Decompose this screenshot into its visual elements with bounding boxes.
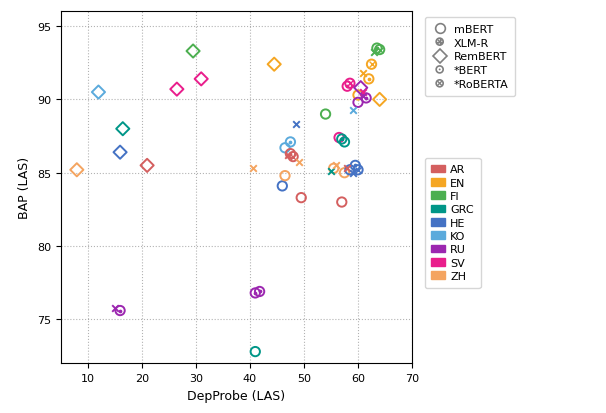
- Point: [359, 90, 368, 96]
- Point: [359, 90, 368, 96]
- Point: [118, 126, 128, 133]
- Point: [375, 97, 384, 104]
- Point: [142, 163, 152, 169]
- Point: [250, 349, 260, 355]
- Point: [280, 173, 290, 180]
- Point: [361, 95, 371, 102]
- Point: [285, 151, 295, 158]
- Point: [342, 84, 352, 90]
- Point: [350, 163, 360, 169]
- Point: [250, 290, 260, 297]
- Point: [353, 167, 363, 174]
- Point: [288, 154, 298, 161]
- Point: [285, 139, 295, 146]
- Point: [196, 76, 206, 83]
- Point: [348, 170, 358, 177]
- Point: [359, 94, 368, 100]
- Point: [110, 304, 119, 311]
- Point: [342, 166, 352, 172]
- Point: [370, 50, 379, 57]
- Point: [361, 95, 371, 102]
- Point: [339, 170, 349, 177]
- Point: [348, 107, 358, 114]
- Point: [372, 46, 382, 52]
- Point: [296, 195, 306, 202]
- Point: [367, 62, 376, 68]
- Point: [359, 71, 368, 77]
- Point: [345, 81, 355, 88]
- Point: [372, 46, 382, 52]
- Point: [172, 87, 182, 93]
- Point: [337, 136, 347, 143]
- Point: [326, 169, 336, 175]
- Point: [283, 152, 293, 159]
- Point: [342, 84, 352, 90]
- Point: [356, 85, 365, 92]
- Point: [331, 163, 341, 169]
- Point: [359, 94, 368, 100]
- Point: [291, 122, 301, 128]
- Y-axis label: BAP (LAS): BAP (LAS): [18, 157, 31, 219]
- Point: [248, 166, 258, 172]
- Legend: AR, EN, FI, GRC, HE, KO, RU, SV, ZH: AR, EN, FI, GRC, HE, KO, RU, SV, ZH: [425, 158, 481, 288]
- Point: [255, 288, 264, 295]
- Point: [359, 71, 368, 77]
- Point: [337, 136, 347, 143]
- Point: [115, 308, 125, 314]
- Point: [278, 183, 287, 190]
- X-axis label: DepProbe (LAS): DepProbe (LAS): [187, 389, 285, 401]
- Point: [364, 76, 374, 83]
- Point: [339, 139, 349, 146]
- Point: [364, 76, 374, 83]
- Point: [188, 49, 198, 55]
- Point: [285, 139, 295, 146]
- Point: [348, 170, 358, 177]
- Point: [115, 150, 125, 156]
- Point: [291, 122, 301, 128]
- Point: [348, 107, 358, 114]
- Point: [335, 135, 344, 142]
- Point: [367, 62, 376, 68]
- Point: [115, 308, 125, 314]
- Point: [342, 166, 352, 172]
- Point: [345, 167, 355, 174]
- Point: [353, 100, 363, 107]
- Point: [248, 166, 258, 172]
- Point: [280, 145, 290, 152]
- Point: [353, 167, 363, 174]
- Point: [294, 160, 304, 166]
- Point: [72, 167, 82, 174]
- Point: [375, 47, 384, 54]
- Point: [326, 169, 336, 175]
- Point: [337, 199, 347, 206]
- Point: [294, 160, 304, 166]
- Point: [345, 81, 355, 88]
- Point: [269, 62, 279, 68]
- Point: [250, 290, 260, 297]
- Point: [93, 90, 103, 96]
- Point: [370, 50, 379, 57]
- Point: [283, 152, 293, 159]
- Point: [350, 163, 360, 169]
- Point: [321, 112, 330, 118]
- Point: [353, 93, 363, 99]
- Point: [375, 47, 384, 54]
- Point: [110, 304, 119, 311]
- Point: [288, 154, 298, 161]
- Point: [329, 166, 339, 172]
- Point: [285, 151, 295, 158]
- Point: [255, 288, 264, 295]
- Point: [331, 163, 341, 169]
